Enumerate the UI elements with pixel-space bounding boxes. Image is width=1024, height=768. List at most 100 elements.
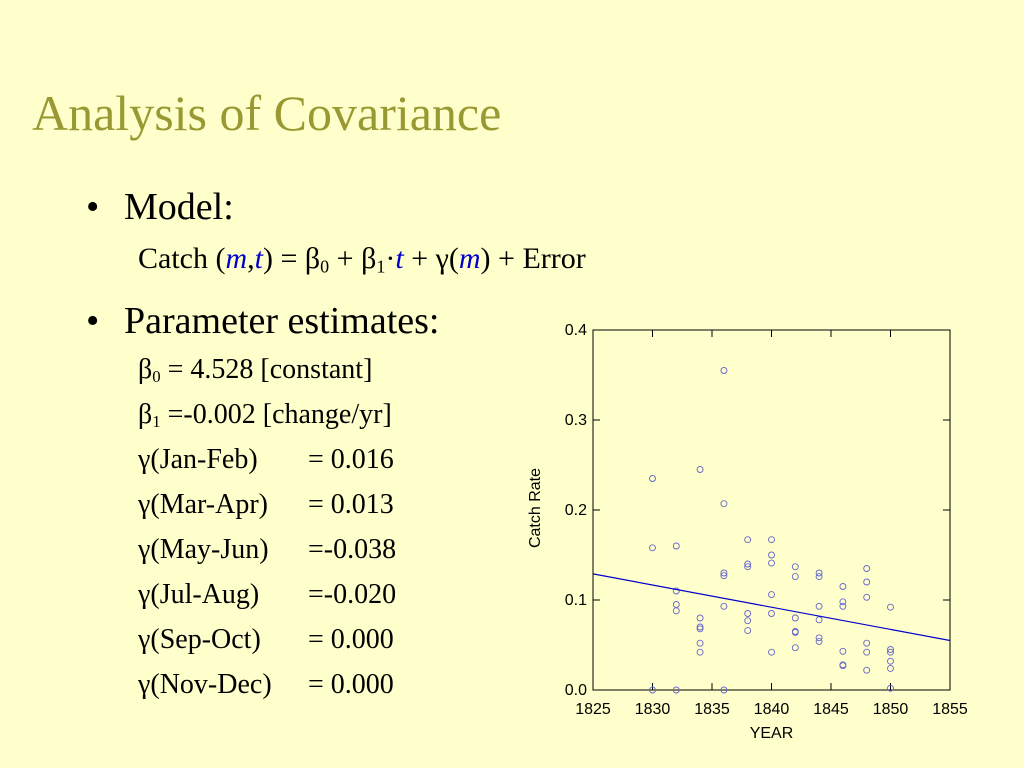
data-point <box>791 644 799 652</box>
gamma-label: γ(Sep-Oct) <box>138 624 261 655</box>
y-tick-label: 0.1 <box>565 592 587 609</box>
gamma-label: γ(Nov-Dec) <box>138 669 272 700</box>
plot-frame <box>592 329 951 691</box>
gamma-label: γ(May-Jun) <box>138 534 269 565</box>
x-tick-label: 1825 <box>575 701 611 718</box>
data-point <box>672 607 680 615</box>
data-point <box>887 648 894 656</box>
eq-m2: m <box>458 242 481 275</box>
x-tick-label: 1855 <box>932 701 968 718</box>
data-point <box>696 625 704 633</box>
param-gamma-0: γ(Jan-Feb) = 0.016 <box>138 446 394 474</box>
slide-title: Analysis of Covariance <box>32 85 502 141</box>
data-point <box>768 591 775 599</box>
eq-catch: Catch ( <box>138 242 226 275</box>
gamma-label: γ(Jan-Feb) <box>138 444 258 475</box>
y-tick-label: 0.2 <box>565 502 587 519</box>
eq-m: m <box>225 242 248 275</box>
eq-comma: , <box>247 242 255 275</box>
data-point <box>815 602 823 610</box>
model-equation: Catch (m,t) = β0 + β1·t + γ(m) + Error <box>138 242 586 277</box>
data-point <box>744 536 752 544</box>
data-point <box>863 639 871 647</box>
data-point <box>720 572 728 580</box>
data-point <box>720 686 728 694</box>
data-point <box>672 542 680 550</box>
x-tick-label: 1850 <box>873 701 909 718</box>
param-gamma-5: γ(Nov-Dec) = 0.000 <box>138 671 394 699</box>
y-axis-label: Catch Rate <box>527 468 544 548</box>
bullet-model: • Model: <box>86 188 234 226</box>
data-point <box>696 466 704 473</box>
eq-error: ) + Error <box>480 242 586 275</box>
beta1-symbol: β <box>138 399 153 430</box>
bullet-dot: • <box>86 186 100 228</box>
data-point <box>744 627 752 635</box>
eq-gamma: + γ( <box>403 242 459 275</box>
data-point <box>672 587 680 595</box>
data-point <box>815 569 823 577</box>
param-gamma-3: γ(Jul-Aug) =-0.020 <box>138 581 396 609</box>
eq-t: t <box>254 242 263 275</box>
x-tick-label: 1830 <box>635 701 671 718</box>
param-gamma-4: γ(Sep-Oct) = 0.000 <box>138 626 394 654</box>
bullet-params: • Parameter estimates: <box>86 302 440 340</box>
data-point <box>791 573 799 581</box>
eq-beta0: ) = β <box>262 242 321 275</box>
data-point <box>863 565 871 572</box>
data-point <box>696 614 704 622</box>
fit-line <box>592 573 951 642</box>
bullet-params-label: Parameter estimates: <box>124 300 440 342</box>
data-point <box>672 601 680 608</box>
data-point <box>839 662 847 670</box>
beta1-value: =-0.002 [change/yr] <box>160 399 392 430</box>
x-axis-label: YEAR <box>750 725 794 742</box>
eq-sub0: 0 <box>320 256 330 277</box>
data-point <box>791 614 799 622</box>
eq-t2: t <box>395 242 404 275</box>
data-point <box>768 610 775 617</box>
bullet-model-label: Model: <box>124 186 234 228</box>
data-point <box>649 544 656 552</box>
y-tick-label: 0.3 <box>565 412 587 429</box>
y-tick-label: 0.4 <box>565 322 587 339</box>
x-tick-label: 1845 <box>813 701 849 718</box>
data-point <box>744 563 752 571</box>
data-point <box>791 628 799 636</box>
beta0-symbol: β <box>138 354 153 385</box>
data-point <box>839 602 847 610</box>
data-point <box>696 648 704 656</box>
gamma-label: γ(Jul-Aug) <box>138 579 260 610</box>
gamma-value: = 0.000 <box>308 669 394 700</box>
data-point <box>672 686 680 694</box>
data-point <box>744 617 752 625</box>
data-point <box>649 686 656 694</box>
data-point <box>839 647 847 655</box>
param-beta1: β1 =-0.002 [change/yr] <box>138 399 392 432</box>
beta0-sub: 0 <box>152 367 161 387</box>
data-point <box>815 634 823 642</box>
data-point <box>791 563 799 571</box>
beta0-value: = 4.528 [constant] <box>160 354 373 385</box>
bullet-dot: • <box>86 300 100 342</box>
beta1-sub: 1 <box>152 412 161 432</box>
eq-sub1: 1 <box>376 256 386 277</box>
y-tick-label: 0.0 <box>565 682 587 699</box>
data-point <box>887 684 894 692</box>
eq-dot: · <box>385 242 396 275</box>
data-point <box>768 559 775 567</box>
data-point <box>649 475 656 482</box>
data-point <box>815 616 823 624</box>
data-point <box>768 536 775 544</box>
gamma-value: =-0.038 <box>308 534 397 565</box>
data-point <box>720 367 728 374</box>
gamma-label: γ(Mar-Apr) <box>138 489 268 520</box>
data-point <box>720 602 728 610</box>
data-point <box>768 551 775 559</box>
param-gamma-1: γ(Mar-Apr) = 0.013 <box>138 491 394 519</box>
data-point <box>887 664 894 672</box>
data-point <box>696 639 704 647</box>
data-point <box>744 610 752 617</box>
data-point <box>720 569 728 577</box>
